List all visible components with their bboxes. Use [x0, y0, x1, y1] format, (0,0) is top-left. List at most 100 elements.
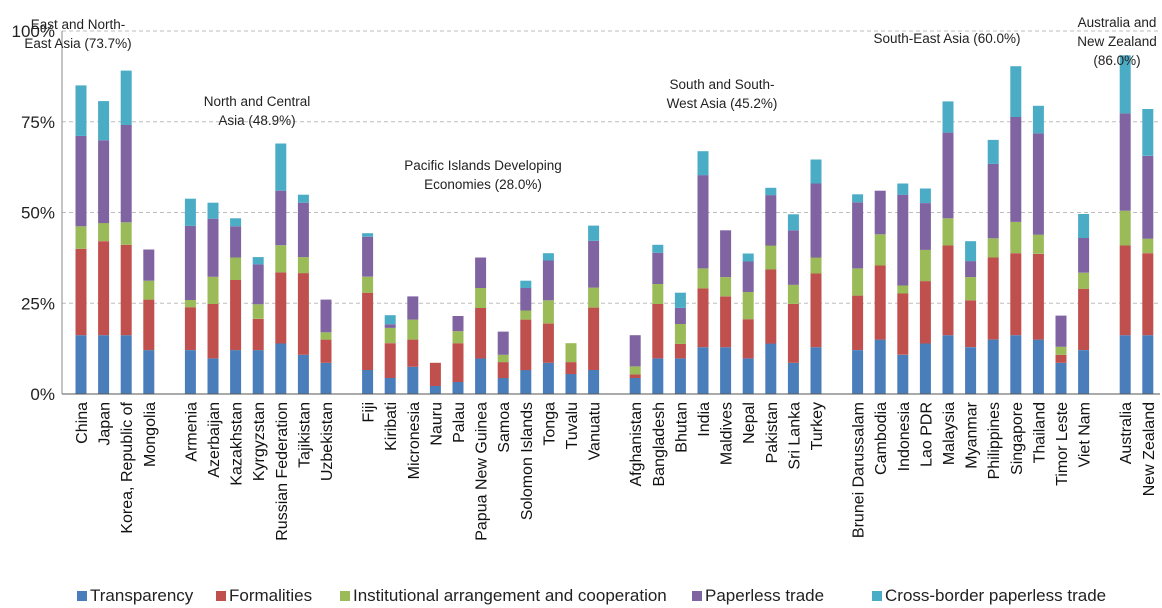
- category-label: China: [74, 402, 91, 444]
- bar-segment: [565, 374, 577, 394]
- category-label: Viet Nam: [1077, 402, 1094, 468]
- bar-segment: [184, 307, 196, 350]
- category-label: Korea, Republic of: [119, 401, 136, 533]
- bar-segment: [230, 218, 242, 227]
- category-label: Indonesia: [896, 402, 913, 471]
- bar-segment: [1055, 354, 1067, 363]
- bar-segment: [275, 190, 287, 246]
- bar-segment: [674, 292, 686, 308]
- bar-segment: [674, 308, 686, 324]
- bar-segment: [1142, 253, 1154, 336]
- bar-segment: [697, 268, 709, 289]
- category-label: Papua New Guinea: [474, 402, 491, 541]
- bar-segment: [207, 202, 219, 219]
- bar-segment: [697, 347, 709, 394]
- bar-segment: [1055, 362, 1067, 394]
- bar-segment: [1119, 335, 1131, 394]
- legend-swatch: [77, 591, 87, 601]
- category-label: Maldives: [719, 402, 736, 465]
- category-label: Pakistan: [764, 402, 781, 463]
- bar-segment: [1078, 214, 1090, 238]
- bar-segment: [765, 343, 777, 394]
- category-label: Samoa: [496, 402, 513, 453]
- bar-segment: [565, 362, 577, 375]
- bars: [75, 55, 1154, 394]
- bar-segment: [874, 339, 886, 394]
- bar-segment: [588, 370, 600, 394]
- bar-segment: [942, 132, 954, 219]
- bar-segment: [230, 226, 242, 258]
- bar-segment: [120, 222, 132, 245]
- bar-segment: [143, 350, 155, 394]
- bar-segment: [475, 308, 487, 359]
- bar-segment: [1055, 315, 1067, 347]
- bar-segment: [452, 331, 464, 344]
- category-label: Kyrgyzstan: [251, 402, 268, 481]
- group-label: South-East Asia (60.0%): [873, 31, 1020, 46]
- category-label: Vanuatu: [587, 402, 604, 460]
- group-label: Australia and New Zealand (86.0%): [1077, 15, 1157, 68]
- bar-segment: [1032, 234, 1044, 254]
- bar-segment: [720, 277, 732, 297]
- bar-segment: [787, 304, 799, 363]
- category-label: India: [696, 402, 713, 437]
- bar-segment: [475, 358, 487, 394]
- bar-segment: [742, 292, 754, 320]
- bar-segment: [1032, 105, 1044, 134]
- category-label: Timor Leste: [1054, 402, 1071, 486]
- y-tick-label: 100%: [12, 22, 55, 41]
- bar-segment: [143, 280, 155, 300]
- bar-segment: [207, 358, 219, 394]
- bar-segment: [697, 288, 709, 348]
- category-label: Tonga: [541, 402, 558, 446]
- bar-segment: [475, 288, 487, 308]
- legend-label: Cross-border paperless trade: [885, 586, 1106, 605]
- bar-segment: [184, 198, 196, 226]
- legend-swatch: [216, 591, 226, 601]
- legend-swatch: [340, 591, 350, 601]
- bar-segment: [852, 268, 864, 296]
- bar-segment: [674, 358, 686, 394]
- bar-segment: [98, 140, 110, 224]
- bar-segment: [765, 187, 777, 196]
- bar-segment: [520, 319, 532, 371]
- category-label: Lao PDR: [918, 402, 935, 467]
- bar-segment: [320, 332, 332, 340]
- bar-segment: [787, 284, 799, 304]
- bar-segment: [919, 188, 931, 203]
- y-tick-label: 75%: [21, 113, 55, 132]
- bar-segment: [542, 253, 554, 261]
- bar-segment: [230, 350, 242, 394]
- category-label: Australia: [1118, 402, 1135, 464]
- bar-segment: [852, 295, 864, 350]
- bar-segment: [184, 350, 196, 394]
- bar-segment: [588, 307, 600, 370]
- bar-segment: [362, 292, 374, 370]
- category-label: Brunei Darussalam: [851, 402, 868, 538]
- grid-lines: [62, 30, 1160, 304]
- category-label: Tuvalu: [564, 402, 581, 449]
- legend: Transparency Formalities Institutional arr…: [77, 586, 1106, 605]
- bar-segment: [1010, 253, 1022, 336]
- y-axis-ticks: 0% 25% 50% 75% 100%: [12, 22, 55, 404]
- bar-segment: [852, 202, 864, 269]
- bar-segment: [742, 253, 754, 262]
- bar-segment: [75, 226, 87, 249]
- bar-segment: [452, 382, 464, 394]
- bar-segment: [629, 335, 641, 367]
- y-tick-label: 25%: [21, 294, 55, 313]
- bar-segment: [1055, 346, 1067, 355]
- bar-segment: [987, 238, 999, 258]
- group-label: Pacific Islands Developing Economies (28.…: [404, 158, 562, 192]
- bar-segment: [652, 244, 664, 253]
- bar-segment: [384, 327, 396, 344]
- bar-segment: [120, 70, 132, 125]
- bar-segment: [75, 335, 87, 394]
- bar-segment: [252, 304, 264, 319]
- category-label: Turkey: [809, 402, 826, 450]
- bar-segment: [384, 324, 396, 328]
- bar-segment: [407, 319, 419, 340]
- bar-segment: [919, 203, 931, 250]
- bar-segment: [520, 370, 532, 394]
- bar-segment: [787, 362, 799, 394]
